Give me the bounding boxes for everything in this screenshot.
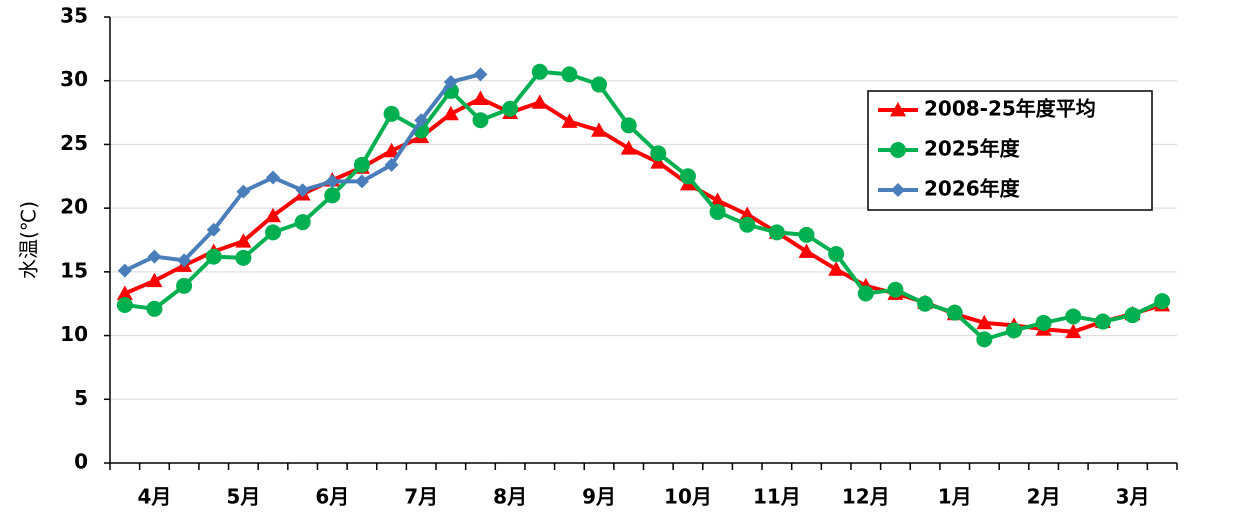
y-tick-label: 10 — [60, 322, 88, 346]
y-tick-label: 30 — [60, 67, 88, 91]
marker — [325, 174, 340, 189]
y-tick-label: 5 — [74, 386, 88, 410]
marker — [414, 113, 429, 128]
marker — [709, 203, 726, 220]
marker — [353, 156, 370, 173]
marker — [383, 142, 400, 158]
marker — [116, 285, 133, 300]
marker — [443, 74, 458, 89]
marker — [384, 157, 399, 172]
marker — [650, 154, 667, 169]
marker — [472, 112, 489, 129]
legend-label: 2026年度 — [924, 177, 1021, 201]
marker — [324, 187, 341, 204]
marker — [473, 67, 488, 82]
marker — [798, 226, 815, 243]
y-tick-label: 20 — [60, 195, 88, 219]
x-tick-label: 4月 — [137, 485, 171, 509]
marker — [887, 281, 904, 298]
marker — [295, 183, 310, 198]
x-tick-label: 8月 — [493, 485, 527, 509]
marker — [709, 192, 726, 207]
marker — [236, 184, 251, 199]
marker — [146, 300, 163, 317]
marker — [828, 261, 845, 276]
x-tick-label: 11月 — [753, 485, 801, 509]
marker — [650, 145, 667, 162]
marker — [354, 174, 369, 189]
y-tick-label: 25 — [60, 131, 88, 155]
x-tick-label: 2月 — [1027, 485, 1061, 509]
x-tick-label: 7月 — [404, 485, 438, 509]
legend-marker — [890, 102, 906, 117]
marker — [857, 285, 874, 302]
marker — [1124, 307, 1141, 324]
y-axis-label: 水温(℃) — [17, 201, 41, 279]
marker — [116, 296, 133, 313]
marker — [442, 105, 459, 121]
marker — [235, 233, 252, 248]
legend: 2008-25年度平均 2025年度 2026年度 — [867, 90, 1153, 211]
marker — [235, 249, 252, 266]
marker — [1094, 313, 1111, 330]
marker — [561, 66, 578, 83]
marker — [620, 140, 637, 155]
marker — [206, 222, 221, 237]
marker — [739, 216, 756, 233]
marker — [917, 295, 934, 312]
marker — [531, 94, 548, 109]
marker — [205, 248, 222, 265]
marker — [265, 207, 282, 223]
x-tick-label: 6月 — [315, 485, 349, 509]
marker — [176, 277, 193, 294]
y-tick-label: 15 — [60, 258, 88, 282]
marker — [146, 272, 163, 288]
marker — [620, 117, 637, 134]
x-tick-label: 1月 — [938, 485, 972, 509]
marker — [768, 224, 785, 241]
marker — [798, 243, 815, 258]
y-tick-label: 35 — [60, 4, 88, 28]
x-tick-label: 10月 — [664, 485, 712, 509]
x-tick-label: 9月 — [582, 485, 616, 509]
legend-marker — [890, 142, 906, 158]
marker — [147, 249, 162, 264]
x-tick-label: 5月 — [226, 485, 260, 509]
y-tick-label: 0 — [74, 450, 88, 474]
marker — [266, 170, 281, 185]
marker — [117, 263, 132, 278]
marker — [591, 76, 608, 93]
marker — [177, 253, 192, 268]
marker — [472, 90, 489, 105]
marker — [1065, 308, 1082, 325]
x-tick-label: 3月 — [1116, 485, 1150, 509]
marker — [265, 224, 282, 241]
marker — [531, 63, 548, 80]
marker — [828, 246, 845, 263]
marker — [591, 122, 608, 137]
marker — [561, 113, 578, 128]
marker — [1154, 293, 1171, 310]
marker — [502, 100, 519, 117]
marker — [946, 304, 963, 321]
x-tick-label: 12月 — [842, 485, 890, 509]
legend-label: 2008-25年度平均 — [924, 97, 1096, 121]
marker — [976, 314, 993, 330]
marker — [679, 168, 696, 185]
marker — [1065, 323, 1082, 339]
legend-label: 2025年度 — [924, 137, 1021, 161]
marker — [1005, 322, 1022, 339]
marker — [1035, 314, 1052, 331]
marker — [976, 331, 993, 348]
legend-marker — [891, 183, 905, 197]
marker — [294, 214, 311, 231]
series-line — [123, 72, 481, 273]
marker — [739, 206, 756, 221]
marker — [383, 105, 400, 122]
